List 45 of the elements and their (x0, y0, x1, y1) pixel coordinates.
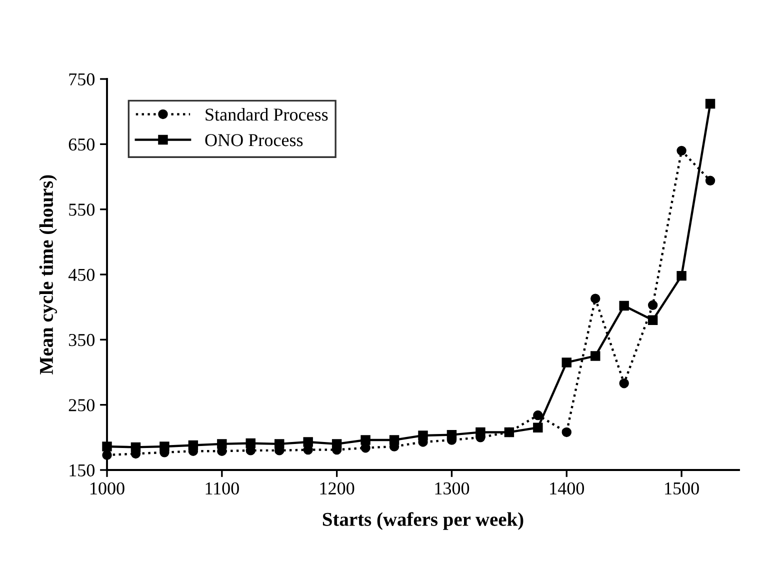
point (676, 270, 686, 281)
x-axis-title: Starts (wafers per week) (322, 512, 524, 530)
point (676, 146, 686, 156)
y-axis-title: Mean cycle time (hours) (39, 175, 57, 374)
x-tick-label: 1200 (320, 482, 354, 495)
point (160, 442, 170, 452)
x-tick-label: 1400 (550, 482, 584, 495)
y-tick-label: 750 (69, 73, 95, 86)
y-tick-label: 650 (68, 138, 95, 151)
point (590, 294, 600, 304)
point (303, 437, 313, 447)
point (705, 98, 716, 109)
point (590, 351, 600, 361)
point (418, 430, 428, 440)
point (562, 427, 572, 438)
point (188, 440, 198, 450)
x-tick-label: 1000 (90, 482, 124, 495)
x-tick-label: 1300 (435, 482, 470, 495)
point (360, 435, 370, 445)
point (562, 358, 572, 368)
point (533, 410, 543, 420)
y-tick-label: 350 (68, 334, 95, 346)
point (246, 438, 256, 448)
y-tick-label: 450 (68, 268, 95, 281)
legend-label: Standard Process (206, 108, 328, 121)
point (648, 300, 658, 310)
point (476, 427, 486, 438)
point (533, 422, 543, 433)
point (389, 435, 400, 445)
point (705, 176, 716, 186)
x-tick-label: 1500 (665, 482, 699, 495)
x-tick-label: 1100 (206, 482, 239, 495)
legend-label: ONO Process (205, 134, 303, 146)
point (648, 315, 658, 325)
point (217, 439, 227, 449)
y-tick-label: 150 (70, 464, 95, 476)
point (619, 378, 629, 388)
y-tick-label: 550 (69, 204, 95, 216)
point (274, 439, 284, 449)
point (446, 430, 457, 440)
point (619, 300, 629, 311)
point (504, 427, 514, 438)
point (332, 439, 342, 449)
point (130, 442, 141, 452)
y-tick-label: 250 (68, 399, 95, 412)
